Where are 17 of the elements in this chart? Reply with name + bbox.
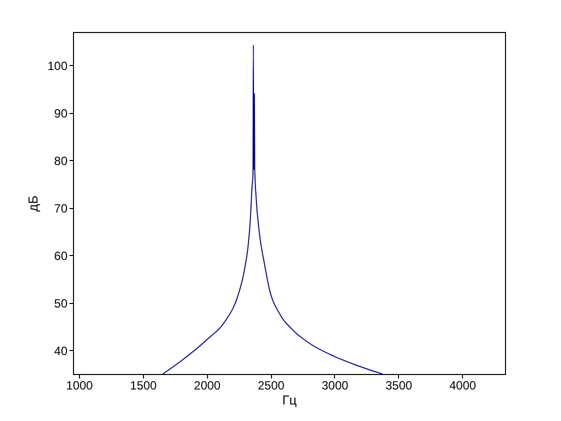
line-series <box>162 44 383 374</box>
x-axis-title: Гц <box>282 392 298 408</box>
y-tick-label: 60 <box>54 248 68 263</box>
x-tick-label: 3000 <box>322 378 349 392</box>
y-tick-label: 100 <box>47 58 68 73</box>
x-tick-label: 3500 <box>385 378 413 392</box>
y-axis-title: дБ <box>25 195 40 212</box>
x-tick-label: 1500 <box>130 378 158 392</box>
y-tick-label: 70 <box>54 201 68 216</box>
x-tick-label: 2000 <box>194 378 221 392</box>
x-tick-label: 1000 <box>66 378 94 392</box>
y-tick-label: 50 <box>54 296 68 310</box>
y-tick-label: 80 <box>54 154 68 168</box>
x-tick-label: 4000 <box>449 378 476 392</box>
y-tick-label: 90 <box>54 106 68 120</box>
y-tick-label: 40 <box>54 344 68 358</box>
x-tick-label: 2500 <box>258 378 285 392</box>
